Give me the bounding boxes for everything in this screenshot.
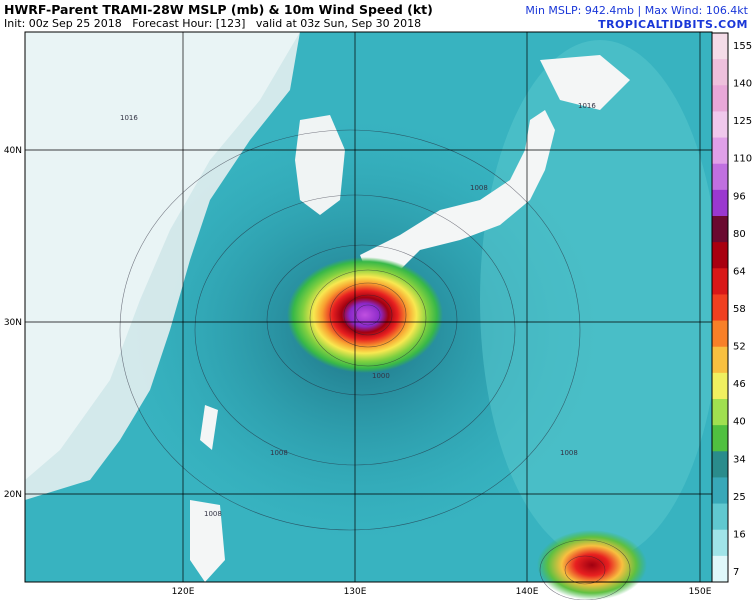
lon-label: 130E (344, 587, 367, 597)
colorbar-band (712, 555, 728, 583)
map-area (24, 31, 720, 600)
colorbar-band (712, 477, 728, 505)
isobar-label: 1008 (204, 510, 222, 518)
isobar-label: 1008 (270, 449, 288, 457)
typhoon-trami-wind (287, 257, 443, 373)
colorbar-label: 52 (733, 342, 746, 353)
colorbar-label: 25 (733, 492, 746, 503)
colorbar-band (712, 111, 728, 139)
luzon (190, 500, 225, 582)
colorbar-label: 155 (733, 41, 752, 52)
colorbar-label: 7 (733, 567, 739, 578)
colorbar-band (712, 163, 728, 191)
taiwan (200, 405, 218, 450)
colorbar-band (712, 503, 728, 531)
colorbar-label: 125 (733, 116, 752, 127)
colorbar-band (712, 346, 728, 374)
colorbar-band (712, 216, 728, 243)
colorbar: 155 140 125 110 96 80 64 58 52 46 40 34 25 16 7 (711, 32, 752, 583)
lon-label: 150E (689, 587, 712, 597)
colorbar-label: 64 (733, 266, 746, 277)
colorbar-label: 80 (733, 229, 746, 240)
colorbar-label: 110 (733, 154, 752, 165)
wind-field-light (480, 40, 720, 560)
colorbar-label: 58 (733, 304, 746, 315)
isobar-label: 1016 (120, 114, 138, 122)
colorbar-band (712, 294, 728, 322)
colorbar-band (712, 399, 728, 426)
colorbar-band (712, 529, 728, 557)
lat-label: 40N (4, 146, 22, 156)
isobar-label: 1016 (578, 102, 596, 110)
grid-lines (25, 32, 712, 582)
colorbar-band (712, 372, 728, 400)
korea (295, 115, 345, 215)
colorbar-label: 40 (733, 417, 746, 428)
hokkaido (540, 55, 630, 110)
init-line: Init: 00z Sep 25 2018 Forecast Hour: [12… (4, 17, 421, 30)
china-inner (25, 32, 300, 480)
title: HWRF-Parent TRAMI-28W MSLP (mb) & 10m Wi… (4, 2, 433, 17)
colorbar-label: 16 (733, 529, 746, 540)
colorbar-label: 34 (733, 454, 746, 465)
colorbar-band (712, 59, 728, 86)
colorbar-band (712, 268, 728, 295)
colorbar-label: 46 (733, 379, 746, 390)
colorbar-frame (711, 32, 729, 583)
colorbar-band (712, 451, 728, 478)
colorbar-band (712, 33, 728, 60)
lat-label: 30N (4, 318, 22, 328)
site-name: TROPICALTIDBITS.COM (598, 18, 748, 31)
japan (360, 110, 555, 280)
colorbar-band (712, 85, 728, 112)
colorbar-label: 140 (733, 79, 752, 90)
isobar-label: 1008 (560, 449, 578, 457)
lon-label: 120E (172, 587, 195, 597)
colorbar-band (712, 242, 728, 269)
colorbar-label: 96 (733, 191, 746, 202)
isobar-label: 1000 (372, 372, 390, 380)
isobar-label: 1008 (470, 184, 488, 192)
stats: Min MSLP: 942.4mb | Max Wind: 106.4kt (525, 4, 748, 17)
lat-label: 20N (4, 490, 22, 500)
colorbar-band (712, 189, 728, 217)
colorbar-band (712, 320, 728, 348)
colorbar-band (712, 137, 728, 165)
lon-label: 140E (516, 587, 539, 597)
colorbar-band (712, 425, 728, 452)
